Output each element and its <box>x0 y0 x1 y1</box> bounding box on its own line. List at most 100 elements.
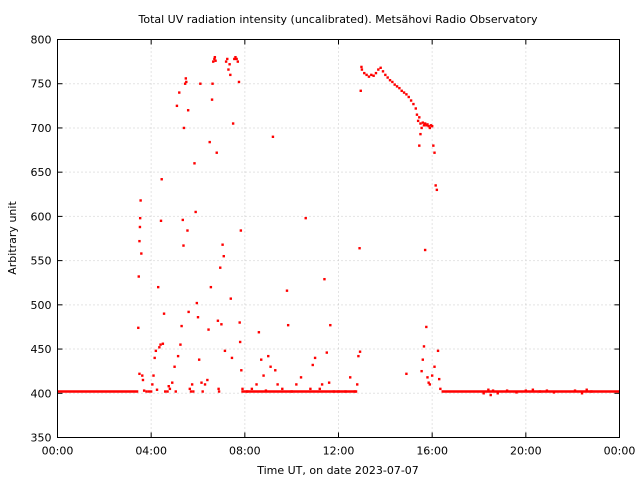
data-point <box>367 75 371 78</box>
data-point <box>573 389 577 392</box>
data-point <box>311 363 314 367</box>
data-point <box>422 124 426 127</box>
data-point <box>416 119 420 123</box>
data-point <box>436 349 440 353</box>
data-point <box>137 326 140 330</box>
data-point <box>409 99 413 102</box>
data-point <box>423 122 427 125</box>
data-point <box>552 391 556 394</box>
data-point <box>374 71 378 75</box>
data-point <box>421 121 424 124</box>
data-point <box>182 126 186 130</box>
data-point <box>219 266 222 269</box>
data-point <box>194 210 197 214</box>
data-point <box>420 126 423 130</box>
data-point <box>192 390 195 393</box>
data-point <box>327 381 331 384</box>
y-tick-label: 600 <box>31 210 52 223</box>
data-point <box>203 383 207 386</box>
data-point <box>391 80 394 84</box>
data-point <box>178 91 181 94</box>
data-point <box>230 356 234 360</box>
y-axis-label: Arbitrary unit <box>6 201 19 275</box>
data-point <box>531 388 535 391</box>
data-point <box>295 383 298 386</box>
data-point <box>196 316 200 319</box>
data-point <box>228 63 231 66</box>
data-point <box>229 297 232 300</box>
data-point <box>412 102 415 106</box>
data-point <box>360 65 363 69</box>
data-point <box>487 388 490 391</box>
data-point <box>290 390 293 393</box>
data-point <box>400 89 403 92</box>
data-point <box>241 387 244 391</box>
data-point <box>372 74 375 77</box>
data-point <box>491 389 495 392</box>
data-point <box>161 342 165 345</box>
data-point <box>138 372 141 376</box>
data-point <box>377 68 380 71</box>
data-point <box>384 73 387 77</box>
data-point <box>357 354 360 358</box>
data-point <box>208 140 211 144</box>
data-point <box>184 77 188 80</box>
data-point <box>358 247 361 250</box>
data-point <box>145 390 148 393</box>
data-point <box>433 365 436 368</box>
data-point <box>353 390 357 393</box>
data-point <box>538 390 542 393</box>
data-point <box>245 390 249 393</box>
data-point <box>180 324 183 328</box>
data-point <box>193 162 196 165</box>
data-point <box>183 82 187 85</box>
y-tick-label: 650 <box>31 166 52 179</box>
data-point <box>171 381 174 384</box>
x-tick-label: 20:00 <box>510 445 542 458</box>
data-point <box>349 376 352 379</box>
data-point <box>437 377 441 381</box>
data-point <box>430 124 434 128</box>
data-point <box>217 390 221 393</box>
data-point <box>195 301 199 305</box>
data-point <box>173 365 176 368</box>
y-tick-label: 750 <box>31 78 52 91</box>
data-point <box>402 91 406 94</box>
data-point <box>142 389 146 392</box>
y-tick-label: 450 <box>31 343 52 356</box>
data-point <box>206 378 209 382</box>
data-point <box>435 188 439 192</box>
data-point <box>185 80 188 84</box>
data-point <box>427 381 430 384</box>
data-point <box>433 151 436 154</box>
data-point <box>358 350 362 353</box>
data-point <box>220 323 223 326</box>
data-point <box>379 66 382 70</box>
data-point <box>422 345 426 348</box>
data-point <box>181 218 184 222</box>
data-point <box>267 354 270 358</box>
x-tick-label: 00:00 <box>42 445 74 458</box>
data-point <box>434 184 437 187</box>
data-point <box>156 285 160 289</box>
data-point <box>405 372 408 376</box>
data-point <box>224 60 228 63</box>
data-point <box>428 383 432 386</box>
data-point <box>160 178 163 181</box>
data-point <box>209 285 213 289</box>
data-point <box>430 374 434 377</box>
x-tick-label: 16:00 <box>416 445 448 458</box>
data-point <box>238 321 241 324</box>
data-point <box>250 387 254 391</box>
data-point <box>419 122 422 125</box>
data-point <box>236 60 240 63</box>
data-point <box>164 390 167 393</box>
data-point <box>141 378 145 382</box>
data-point <box>138 225 142 229</box>
data-point <box>320 383 324 386</box>
data-point <box>226 57 229 61</box>
data-point <box>151 383 154 386</box>
data-point <box>323 277 326 281</box>
data-point <box>344 390 347 393</box>
grid-lines <box>57 39 620 438</box>
